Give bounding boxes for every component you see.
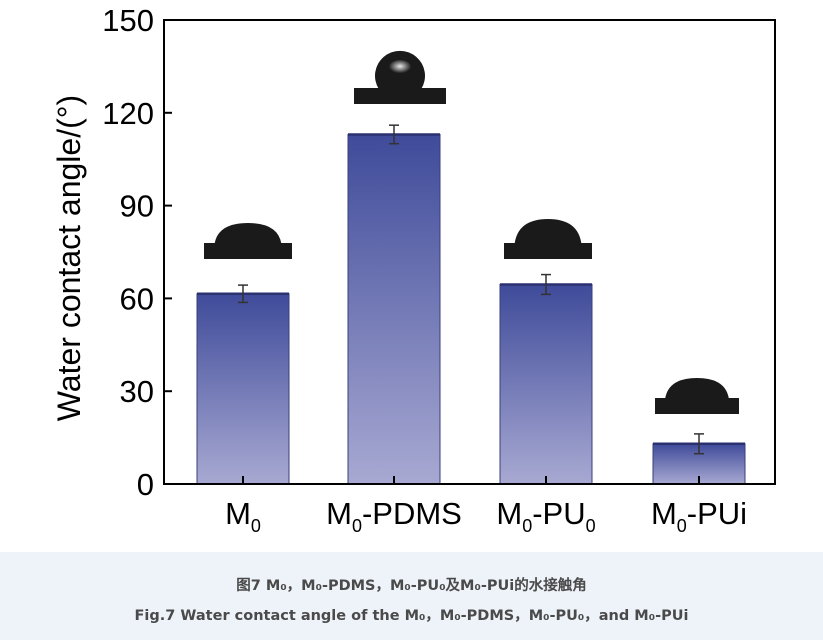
y-tick-label: 0: [137, 467, 154, 502]
droplet: [514, 219, 582, 244]
bar: [347, 133, 441, 485]
substrate: [655, 398, 739, 414]
y-axis-ticks: 0 30 60 90 120 150: [102, 3, 172, 502]
error-bars-group: [238, 124, 704, 455]
y-tick-label: 30: [120, 374, 154, 409]
x-tick-label: M0: [225, 496, 261, 536]
droplet-image: [504, 219, 592, 259]
y-tick-label: 60: [120, 281, 154, 316]
x-tick-label: M0-PDMS: [326, 496, 462, 536]
substrate: [354, 88, 446, 104]
droplet-image: [204, 223, 292, 259]
caption-chinese: 图7 M₀，M₀-PDMS，M₀-PU₀及M₀-PUi的水接触角: [236, 578, 587, 594]
droplet: [214, 223, 282, 244]
bar: [499, 283, 593, 485]
substrate: [504, 243, 592, 259]
bars-group: [196, 133, 746, 485]
x-tick-label: M0-PU0: [496, 496, 595, 536]
droplet-image: [655, 378, 739, 414]
substrate: [204, 243, 292, 259]
droplet: [665, 378, 729, 399]
y-axis-label: Water contact angle/(°): [51, 95, 87, 421]
x-tick-label: M0-PUi: [651, 496, 747, 536]
bar: [196, 293, 290, 485]
y-tick-label: 120: [102, 96, 154, 131]
droplet-highlight: [388, 60, 412, 74]
x-axis-ticks: M0 M0-PDMS M0-PU0 M0-PUi: [225, 476, 747, 536]
figure-caption: 图7 M₀，M₀-PDMS，M₀-PU₀及M₀-PUi的水接触角 Fig.7 W…: [0, 552, 823, 640]
caption-english: Fig.7 Water contact angle of the M₀，M₀-P…: [134, 608, 689, 624]
contact-angle-chart: 0 30 60 90 120 150 M0 M0-PDMS M0-PU0 M0-PUi Wate…: [51, 3, 776, 536]
droplet-image: [354, 50, 446, 104]
y-tick-label: 90: [120, 189, 154, 224]
plot-frame: [163, 19, 776, 485]
y-tick-label: 150: [102, 3, 154, 38]
droplet-images: [204, 50, 739, 414]
